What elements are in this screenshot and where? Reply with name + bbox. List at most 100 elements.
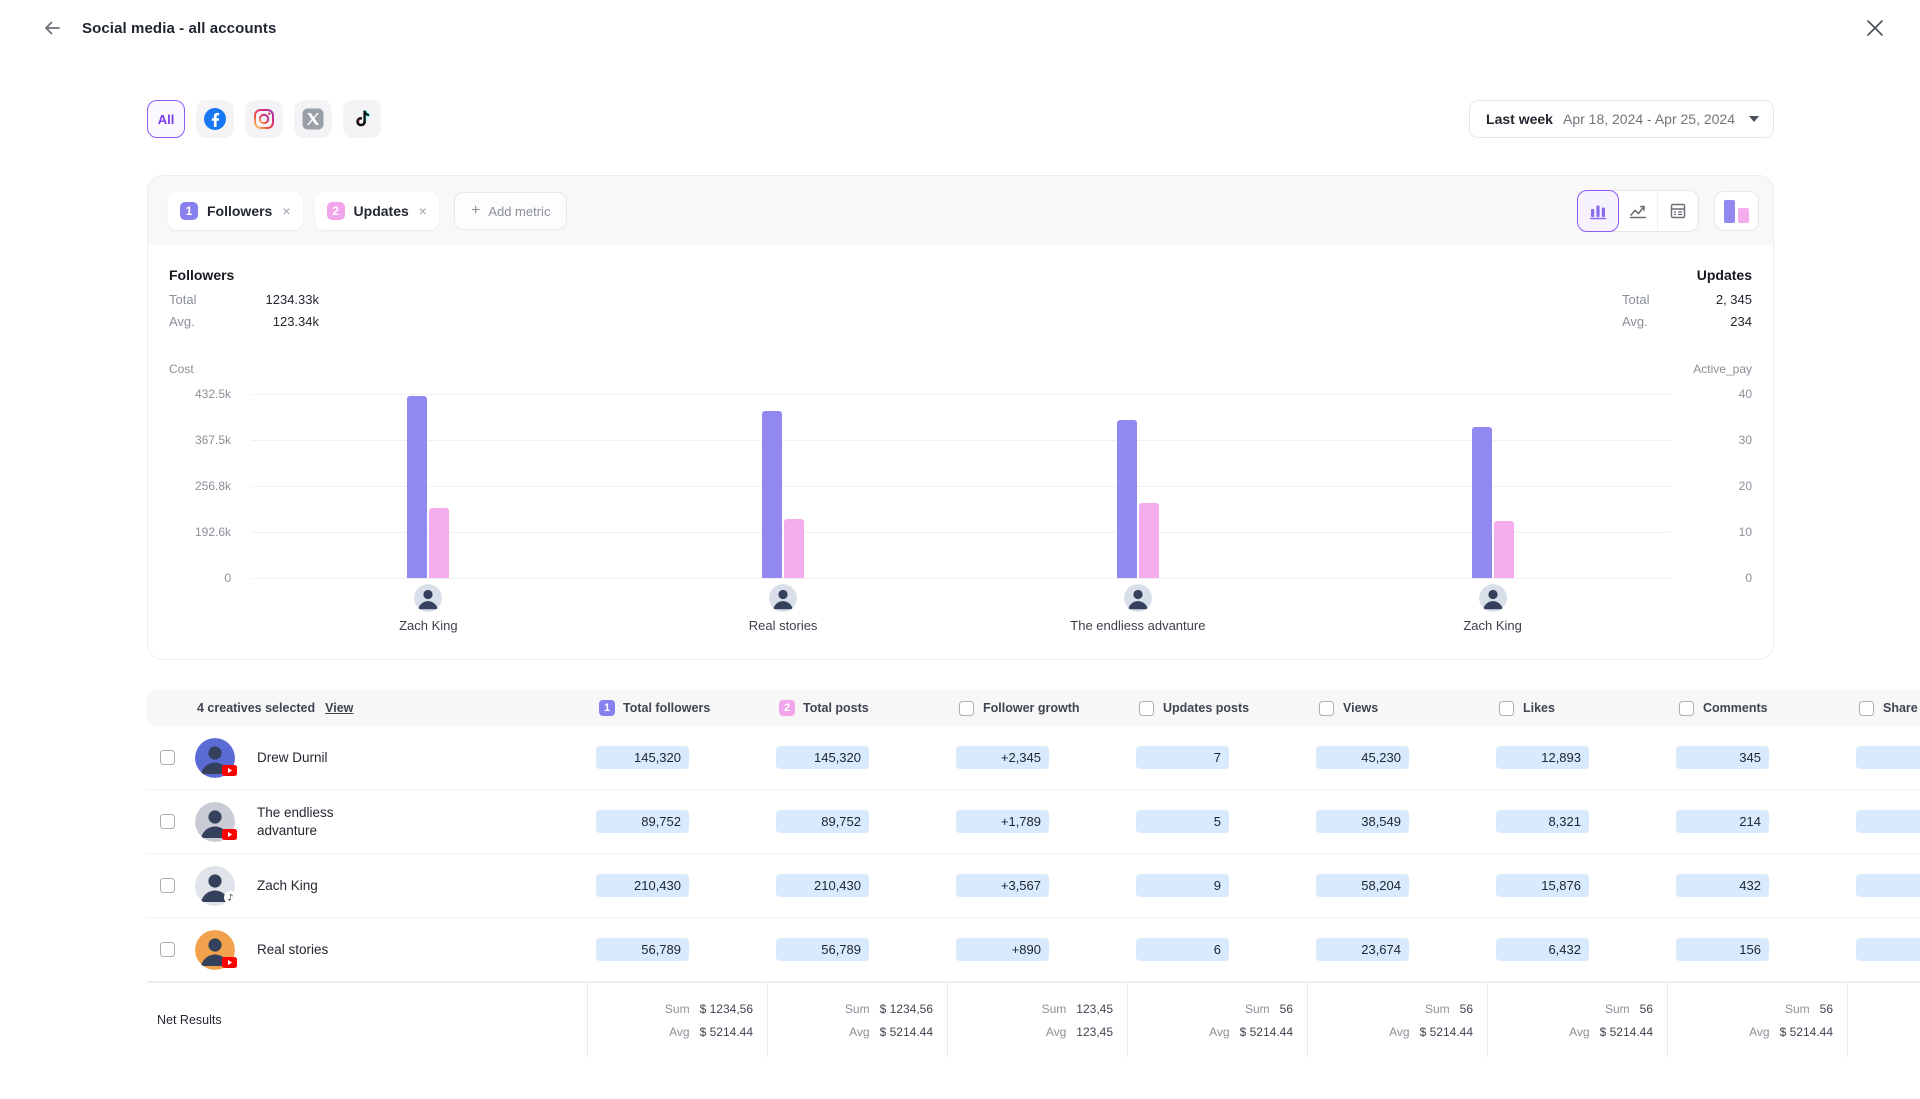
- close-button[interactable]: [1860, 13, 1890, 43]
- value-pill: 210,430: [776, 874, 869, 897]
- value-cell-views: 58,204: [1307, 874, 1487, 897]
- net-sum-line: Sum $ 1234,56: [665, 1002, 753, 1016]
- pink-bar-icon: [1738, 207, 1749, 223]
- table-view-button[interactable]: [1658, 191, 1698, 231]
- column-checkbox[interactable]: [1679, 700, 1694, 716]
- net-results-label: Net Results: [157, 1013, 222, 1027]
- selection-summary: 4 creatives selected: [197, 701, 316, 715]
- filter-x-button[interactable]: [294, 100, 332, 138]
- row-checkbox[interactable]: [160, 878, 175, 893]
- avg-value: $ 5214.44: [699, 1024, 753, 1039]
- column-header-total-followers: 1 Total followers: [587, 700, 767, 716]
- column-header-comments: Comments: [1667, 700, 1847, 716]
- view-link[interactable]: View: [325, 701, 354, 715]
- column-checkbox[interactable]: [1499, 700, 1514, 716]
- add-metric-button[interactable]: + Add metric: [453, 192, 568, 230]
- value-cell-updates-posts: 7: [1127, 746, 1307, 769]
- net-avg-line: Avg $ 5214.44: [1389, 1025, 1473, 1039]
- updates-avg-label: Avg.: [1622, 314, 1648, 329]
- filter-tiktok-button[interactable]: [343, 100, 381, 138]
- left-axis-tick: 192.6k: [194, 525, 231, 539]
- net-results-cell: Sum 56 Avg $ 5214.44: [1307, 983, 1487, 1057]
- left-axis-tick: 0: [224, 571, 231, 585]
- net-avg-line: Avg 123,45: [1046, 1025, 1113, 1039]
- value-cell-follower-growth: +1,789: [947, 810, 1127, 833]
- value-cell-share: [1847, 810, 1920, 833]
- chart-colors-button[interactable]: [1714, 191, 1759, 231]
- table-row: Drew Durnil 145,320 145,320 +2,345 7 45,230 12…: [147, 726, 1920, 790]
- page-title: Social media - all accounts: [82, 19, 277, 37]
- column-header-total-posts: 2 Total posts: [767, 700, 947, 716]
- line-chart-view-button[interactable]: [1618, 191, 1658, 231]
- instagram-icon: [254, 109, 274, 129]
- value-cell-updates-posts: 6: [1127, 938, 1307, 961]
- table-row: Real stories 56,789 56,789 +890 6 23,674 6,432…: [147, 918, 1920, 982]
- avg-value: 123,45: [1076, 1024, 1113, 1039]
- metric-chip-updates[interactable]: 2 Updates ×: [314, 192, 439, 230]
- row-checkbox[interactable]: [160, 750, 175, 765]
- value-cell-comments: 345: [1667, 746, 1847, 769]
- column-checkbox[interactable]: [1139, 700, 1154, 716]
- avg-label: Avg: [1209, 1024, 1230, 1039]
- metric-chip-followers[interactable]: 1 Followers ×: [168, 192, 303, 230]
- value-pill: [1856, 874, 1920, 897]
- value-cell-comments: 432: [1667, 874, 1847, 897]
- table-icon: [1670, 203, 1686, 219]
- left-axis-tick: 256.8k: [194, 479, 231, 493]
- value-pill: 156: [1676, 938, 1769, 961]
- value-cell-views: 45,230: [1307, 746, 1487, 769]
- chart-category: Zach King: [251, 584, 606, 633]
- column-header-label: Follower growth: [983, 701, 1080, 715]
- creative-cell: ♪ Zach King: [147, 865, 587, 906]
- chart-gridline: [251, 394, 1670, 395]
- net-sum-line: Sum 56: [1425, 1002, 1473, 1016]
- bar-chart: Cost Active_pay 432.5k 367.5k 256.8k 192.6k…: [169, 362, 1752, 633]
- net-results-row: Net Results Sum $ 1234,56 Avg $ 5214.44 Sum $…: [147, 982, 1920, 1057]
- column-checkbox[interactable]: [959, 700, 974, 716]
- value-cell-total-followers: 89,752: [587, 810, 767, 833]
- avatar: [195, 801, 237, 842]
- value-cell-likes: 8,321: [1487, 810, 1667, 833]
- avg-value: $ 5214.44: [1419, 1024, 1473, 1039]
- updates-avg-value: 234: [1730, 314, 1752, 329]
- avatar: [769, 584, 798, 612]
- row-checkbox[interactable]: [160, 942, 175, 957]
- value-pill: 210,430: [596, 874, 689, 897]
- filter-all-button[interactable]: All: [147, 100, 185, 138]
- creative-cell: Real stories: [147, 929, 587, 970]
- back-arrow-icon: [45, 21, 60, 35]
- chart-category-label: Real stories: [748, 618, 818, 633]
- remove-metric-icon[interactable]: ×: [418, 203, 427, 219]
- right-axis-ticks: 40 30 20 10 0: [1690, 387, 1752, 585]
- net-results-cell: Sum 56 Avg $ 5214.44: [1127, 983, 1307, 1057]
- chart-gridline: [251, 532, 1670, 533]
- value-cell-total-followers: 145,320: [587, 746, 767, 769]
- bar-updates: [429, 508, 450, 578]
- column-header-label: Total posts: [803, 701, 869, 715]
- net-results-cell: Sum $ 1234,56 Avg $ 5214.44: [587, 983, 767, 1057]
- bar-followers: [1116, 419, 1137, 578]
- sum-label: Sum: [1784, 1001, 1810, 1016]
- filter-instagram-button[interactable]: [245, 100, 283, 138]
- creative-name: Zach King: [257, 877, 318, 893]
- bar-chart-view-button[interactable]: [1577, 190, 1619, 232]
- remove-metric-icon[interactable]: ×: [282, 203, 291, 219]
- net-avg-line: Avg $ 5214.44: [849, 1025, 933, 1039]
- net-sum-line: Sum 56: [1245, 1002, 1293, 1016]
- net-sum-line: Sum $ 1234,56: [845, 1002, 933, 1016]
- value-cell-total-followers: 56,789: [587, 938, 767, 961]
- column-checkbox[interactable]: [1859, 700, 1874, 716]
- column-checkbox[interactable]: [1319, 700, 1334, 716]
- avg-label: Avg: [1569, 1024, 1590, 1039]
- row-checkbox[interactable]: [160, 814, 175, 829]
- avatar: [1478, 584, 1507, 612]
- filter-facebook-button[interactable]: [196, 100, 234, 138]
- column-header-label: Share: [1883, 701, 1918, 715]
- value-pill: 38,549: [1316, 810, 1409, 833]
- value-pill: [1856, 810, 1920, 833]
- back-button[interactable]: [38, 14, 66, 42]
- value-cell-share: [1847, 938, 1920, 961]
- value-cell-likes: 15,876: [1487, 874, 1667, 897]
- date-range-value: Apr 18, 2024 - Apr 25, 2024: [1562, 111, 1735, 127]
- date-range-picker[interactable]: Last week Apr 18, 2024 - Apr 25, 2024: [1469, 100, 1774, 138]
